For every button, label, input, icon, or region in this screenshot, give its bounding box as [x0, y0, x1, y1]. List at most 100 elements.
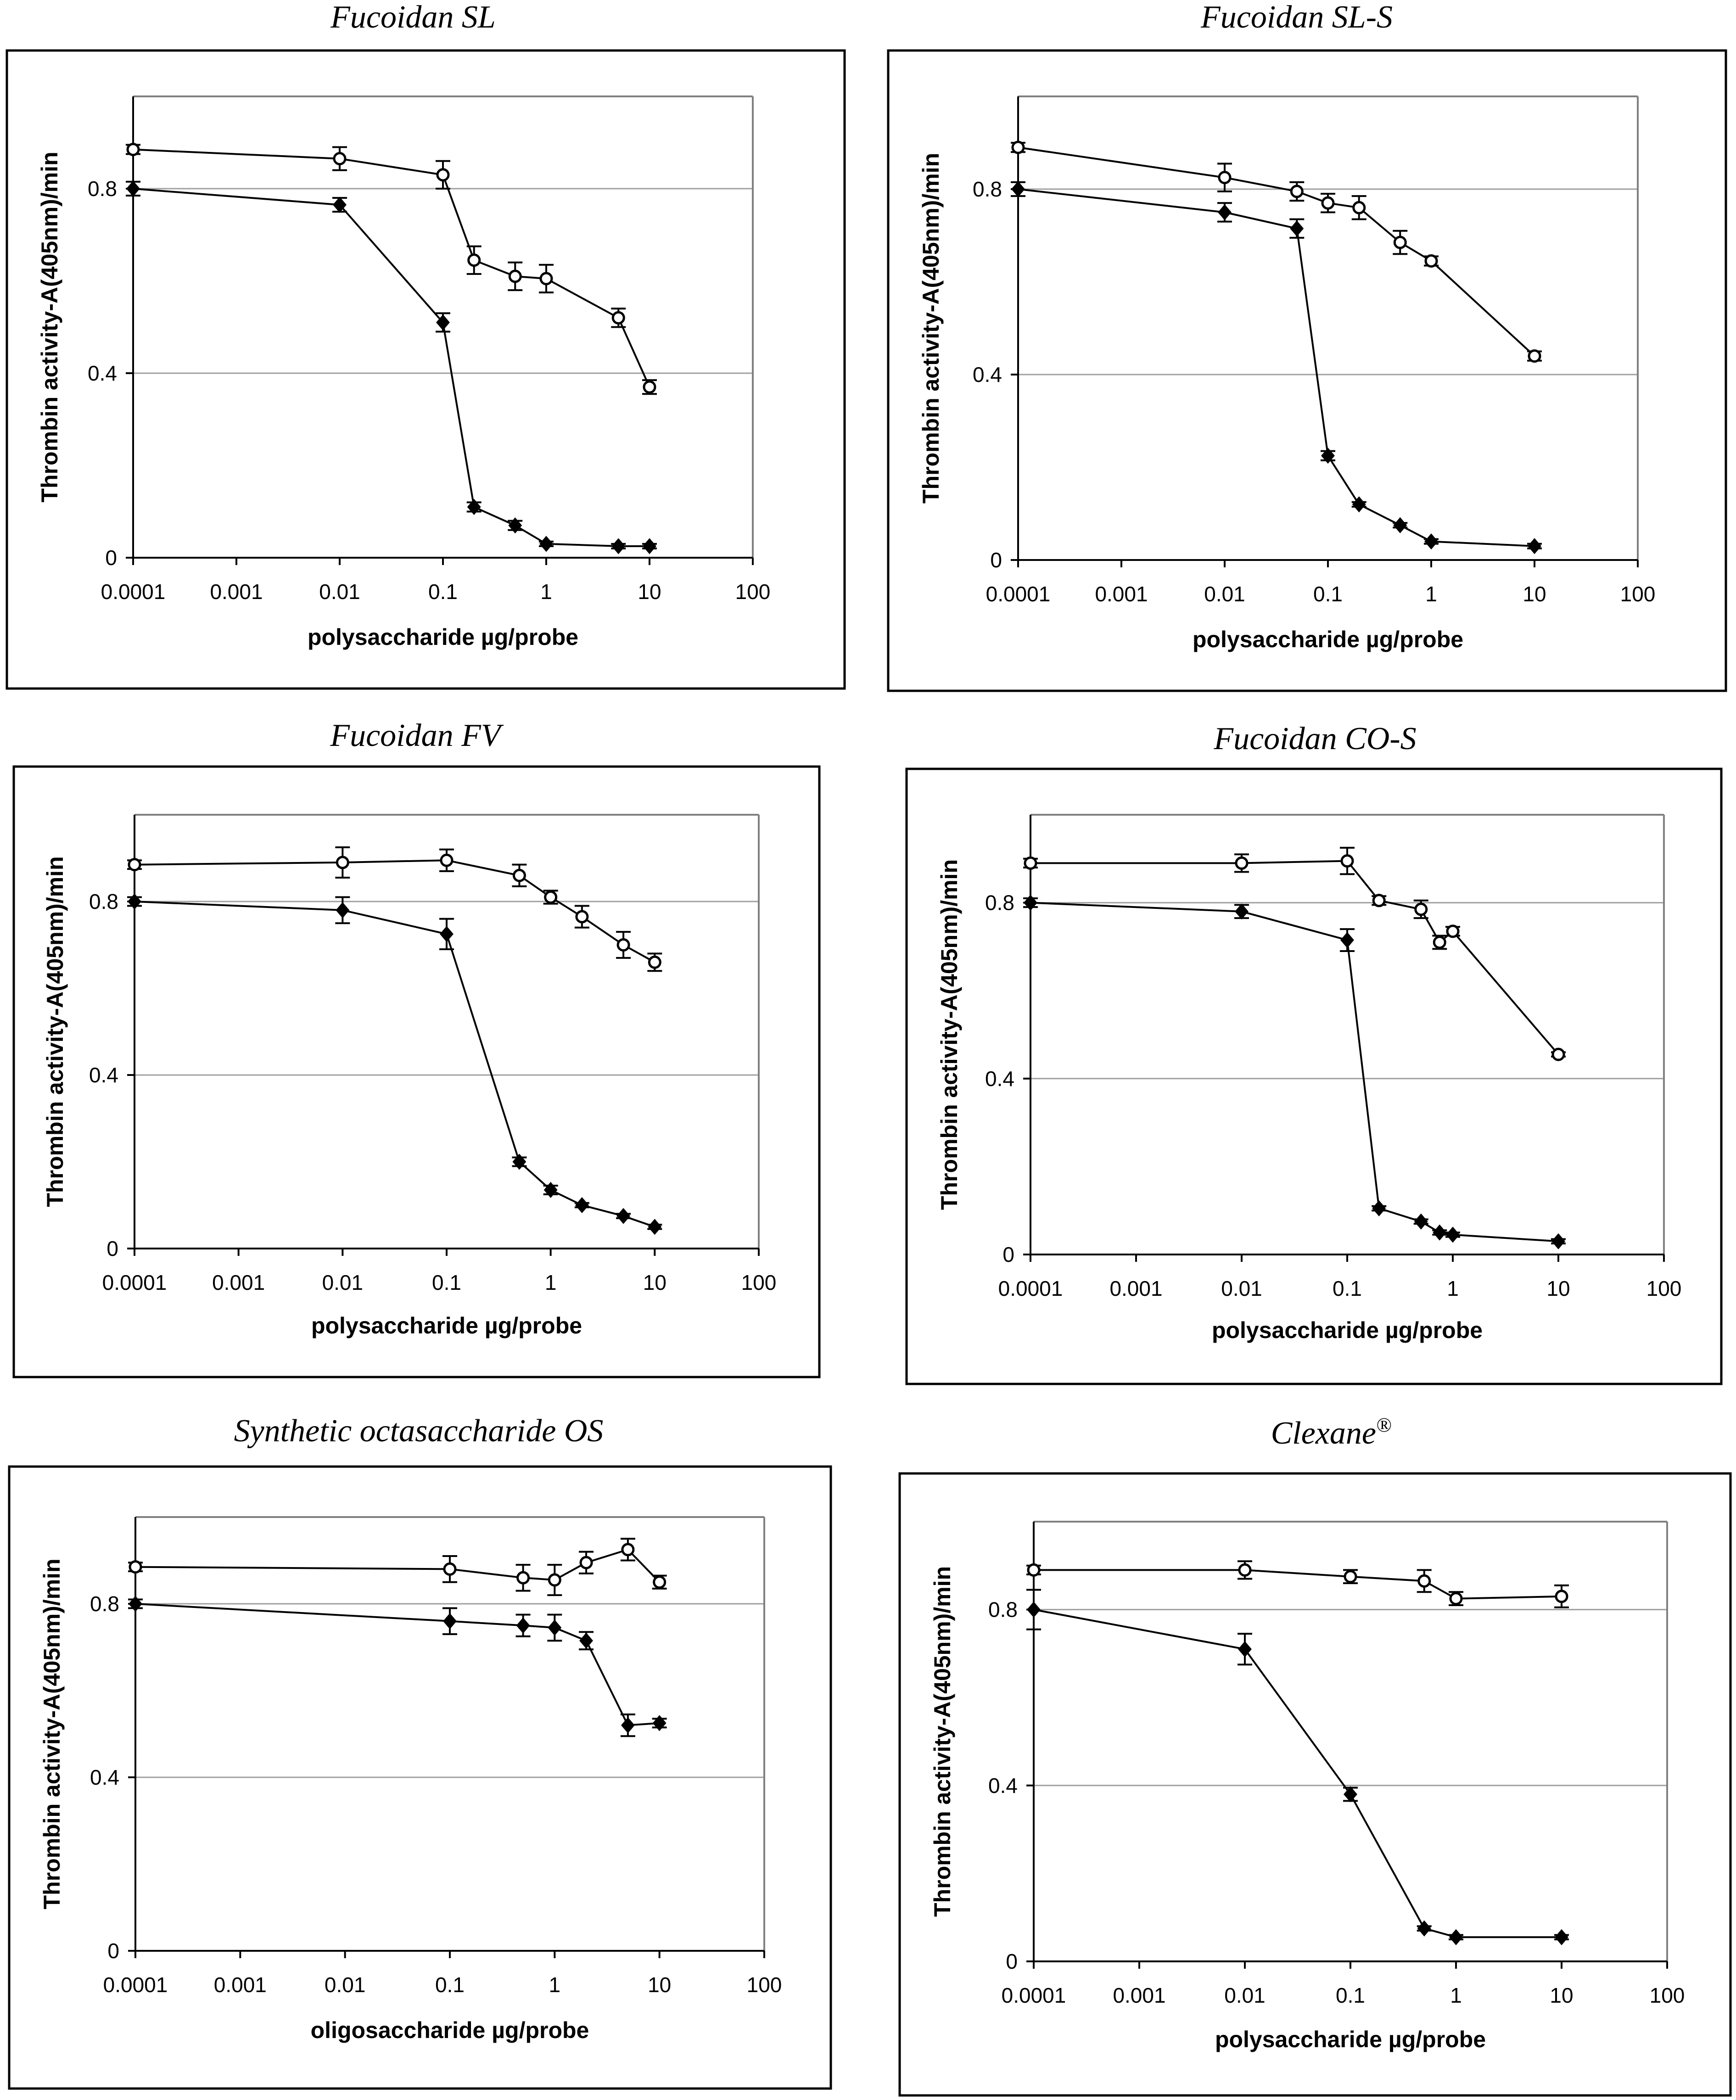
data-point-diamond: [1238, 1641, 1252, 1658]
data-point-diamond: [129, 1596, 142, 1612]
data-point-diamond: [548, 1619, 562, 1636]
series-filled_diamond: [1023, 895, 1566, 1249]
data-point-circle: [575, 910, 589, 924]
data-point-circle: [1235, 856, 1249, 870]
x-tick-label: 0.0001: [102, 1271, 167, 1294]
data-point-diamond: [126, 180, 140, 197]
y-tick-label: 0.8: [988, 1598, 1018, 1622]
data-point-circle: [643, 380, 656, 394]
x-tick-label: 100: [1620, 582, 1656, 606]
data-point-diamond: [1235, 903, 1249, 920]
series-line: [1033, 1608, 1562, 1938]
data-point-circle: [544, 890, 558, 904]
x-tick-label: 0.0001: [103, 1973, 168, 1997]
x-tick-label: 1: [1425, 582, 1437, 606]
data-point-circle: [1393, 235, 1407, 249]
x-tick-label: 0.1: [1336, 1983, 1365, 2007]
data-point-circle: [1218, 171, 1232, 185]
data-point-circle: [336, 856, 349, 869]
x-tick-label: 0.1: [432, 1271, 461, 1294]
chart-panel-5: Synthetic octasaccharide OS 0.0001 0.001 0.…: [8, 1413, 832, 2090]
data-point-diamond: [1393, 517, 1407, 533]
data-point-circle: [467, 253, 481, 267]
y-tick-label: 0.4: [90, 1765, 119, 1789]
data-point-circle: [653, 1575, 666, 1589]
x-tick-label: 0.0001: [1002, 1983, 1066, 2007]
x-tick-label: 100: [747, 1973, 782, 1997]
data-point-circle: [1433, 935, 1446, 949]
data-point-diamond: [1011, 181, 1025, 197]
series-line: [135, 1603, 660, 1726]
data-point-diamond: [1551, 1233, 1565, 1249]
chart-panel-4: Fucoidan CO-S 0.0001 0.001 0.01 0.1 1 10 100 0 0.…: [905, 721, 1723, 1385]
x-tick-label: 1: [1450, 1983, 1462, 2007]
data-point-circle: [516, 1571, 530, 1585]
data-point-diamond: [1218, 204, 1232, 221]
data-point-circle: [1352, 201, 1366, 214]
data-point-circle: [443, 1562, 457, 1576]
x-tick-label: 100: [1646, 1277, 1682, 1300]
series-line: [1018, 146, 1535, 357]
x-tick-label: 10: [1546, 1277, 1570, 1300]
series-line: [134, 859, 655, 963]
series-open_circle: [1023, 846, 1566, 1061]
panel-frame: [905, 767, 1723, 1385]
series-line: [1030, 902, 1559, 1243]
x-tick-label: 0.001: [1109, 1277, 1162, 1300]
series-line: [1030, 860, 1559, 1055]
series-open_circle: [126, 143, 657, 395]
data-point-diamond: [1528, 538, 1541, 554]
series-filled_diamond: [1011, 181, 1542, 554]
x-tick-label: 0.001: [212, 1271, 265, 1294]
y-tick-label: 0.4: [88, 361, 117, 385]
data-point-circle: [1414, 902, 1428, 916]
x-tick-label: 100: [735, 580, 771, 604]
data-point-circle: [1417, 1574, 1431, 1588]
data-point-circle: [1027, 1563, 1041, 1577]
x-tick-label: 0.01: [1204, 582, 1245, 606]
x-tick-label: 0.001: [1113, 1983, 1165, 2007]
x-axis-label: oligosaccharide µg/probe: [311, 2017, 589, 2043]
series-open_circle: [1026, 1560, 1569, 1608]
x-tick-label: 10: [1523, 582, 1546, 606]
data-point-circle: [548, 1573, 561, 1587]
series-line: [1018, 188, 1535, 547]
y-tick-label: 0.8: [88, 177, 117, 201]
x-tick-label: 1: [545, 1271, 557, 1294]
data-point-diamond: [1352, 496, 1366, 513]
data-point-diamond: [1344, 1786, 1357, 1803]
data-point-diamond: [643, 538, 656, 554]
y-tick-label: 0.8: [89, 890, 118, 913]
series-filled_diamond: [1026, 1589, 1569, 1945]
chart-panel-2: Fucoidan SL-S 0.0001 0.001 0.01 0.1 1 10 100 0 0.…: [887, 0, 1727, 692]
chart-title: Synthetic octasaccharide OS: [234, 1413, 604, 1449]
data-point-diamond: [467, 498, 481, 515]
data-point-circle: [1011, 140, 1025, 154]
x-tick-label: 0.01: [1221, 1277, 1262, 1300]
series-filled_diamond: [126, 180, 657, 554]
data-point-diamond: [1027, 1602, 1041, 1618]
y-tick-label: 0.4: [973, 363, 1002, 386]
chart-title: Clexane®: [1271, 1414, 1392, 1451]
data-point-circle: [436, 168, 450, 182]
data-point-diamond: [436, 314, 450, 330]
title-superscript: ®: [1376, 1414, 1391, 1436]
data-point-diamond: [579, 1632, 593, 1649]
data-point-diamond: [539, 536, 553, 552]
data-point-diamond: [1340, 932, 1354, 948]
data-point-diamond: [443, 1613, 457, 1630]
y-axis-label: Thrombin activity-A(405nm)/min: [37, 152, 62, 503]
y-axis-label: Thrombin activity-A(405nm)/min: [42, 857, 68, 1207]
series-line: [1034, 1569, 1562, 1600]
chart-title: Fucoidan SL-S: [1200, 0, 1393, 35]
x-tick-label: 1: [540, 580, 552, 604]
y-axis-label: Thrombin activity-A(405nm)/min: [39, 1559, 65, 1910]
data-point-circle: [508, 269, 522, 283]
data-point-diamond: [1414, 1213, 1428, 1230]
chart-panel-6: Clexane® 0.0001 0.001 0.01 0.1 1 10 100 0 0.4 0.8 p…: [898, 1414, 1732, 2097]
data-point-diamond: [652, 1715, 666, 1731]
data-point-circle: [579, 1556, 593, 1569]
data-point-diamond: [440, 926, 454, 942]
data-point-diamond: [1449, 1929, 1463, 1945]
